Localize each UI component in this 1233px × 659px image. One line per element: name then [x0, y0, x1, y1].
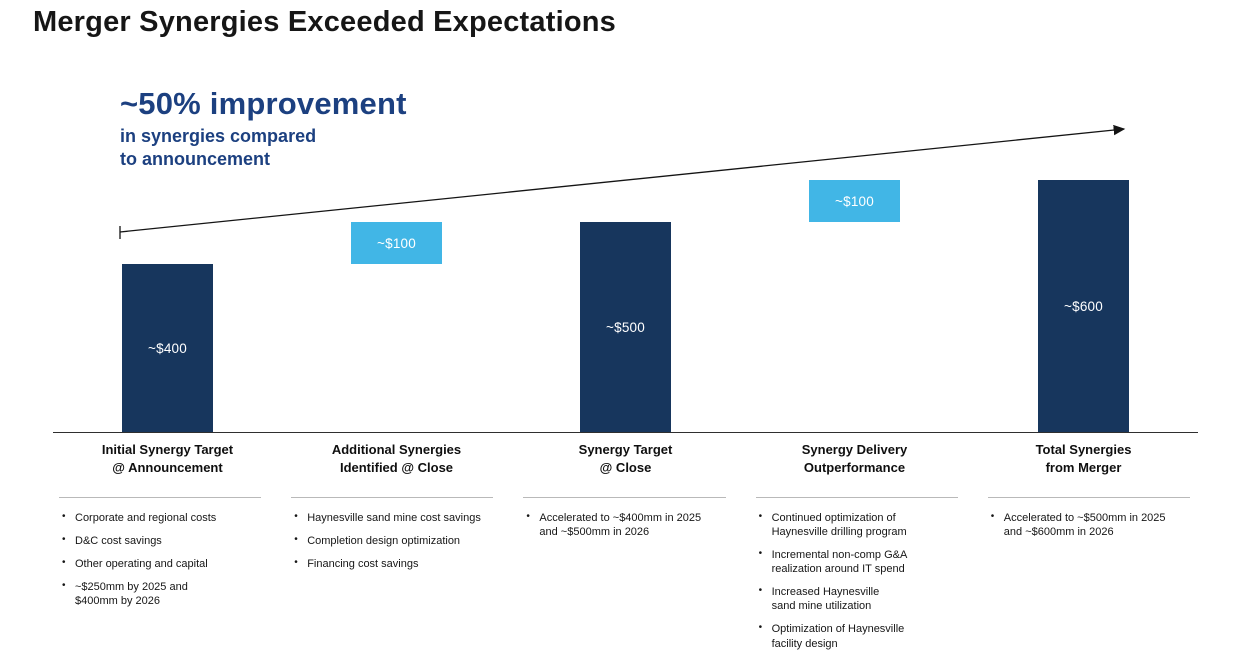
bullet-item: • ~$250mm by 2025 and $400mm by 2026 [59, 580, 261, 608]
detail-column-initial-target: • Corporate and regional costs • D&C cost … [53, 497, 269, 659]
bar-total-synergies: ~$600 [1038, 180, 1129, 432]
bullet-list: • Haynesville sand mine cost savings • Com… [291, 511, 493, 571]
detail-column-synergy-target-close: • Accelerated to ~$400mm in 2025 and ~$50… [517, 497, 733, 659]
bullet-item: • Incremental non-comp G&A realization ar… [756, 548, 958, 576]
bullet-item: • D&C cost savings [59, 534, 261, 548]
bullet-dot: • [62, 557, 66, 569]
bar-value-label: ~$100 [377, 235, 416, 251]
detail-column-total-synergies: • Accelerated to ~$500mm in 2025 and ~$60… [982, 497, 1198, 659]
bullet-item: • Corporate and regional costs [59, 511, 261, 525]
bullet-dot: • [758, 622, 763, 634]
category-labels-row: Initial Synergy Target @ Announcement Ad… [53, 441, 1198, 477]
column-divider [987, 497, 1190, 498]
bullet-dot: • [294, 511, 298, 522]
bar-value-label: ~$400 [148, 340, 187, 356]
bullet-dot: • [294, 534, 298, 546]
highlight-callout: ~50% improvement in synergies compared t… [120, 86, 407, 172]
bullet-item: • Accelerated to ~$400mm in 2025 and ~$50… [523, 511, 725, 539]
page-title: Merger Synergies Exceeded Expectations [33, 6, 617, 38]
detail-column-delivery-outperformance: • Continued optimization of Haynesville d… [750, 497, 966, 659]
bullet-item: • Continued optimization of Haynesville d… [756, 511, 958, 539]
chart-plot: ~$400 ~$100 ~$500 ~$100 ~$600 [53, 180, 1198, 433]
category-label: Initial Synergy Target @ Announcement [101, 442, 234, 476]
bullet-dot: • [758, 585, 763, 597]
bullet-dot: • [758, 548, 763, 560]
detail-column-additional-synergies: • Haynesville sand mine cost savings • Com… [285, 497, 501, 659]
bullet-dot: • [62, 534, 66, 546]
column-divider [291, 497, 494, 498]
bullet-item: • Optimization of Haynesville facility de… [756, 622, 958, 650]
bullet-item: • Financing cost savings [291, 557, 493, 571]
bullet-item: • Other operating and capital [59, 557, 261, 571]
highlight-headline: ~50% improvement [120, 86, 407, 121]
bar-value-label: ~$600 [1064, 298, 1103, 314]
bullet-list: • Accelerated to ~$400mm in 2025 and ~$50… [523, 511, 725, 539]
column-divider [755, 497, 958, 498]
bullet-dot: • [62, 511, 66, 522]
column-divider [59, 497, 262, 498]
bar-synergy-delivery-outperformance: ~$100 [809, 180, 900, 222]
highlight-subtext: in synergies compared to announcement [120, 126, 317, 170]
bar-value-label: ~$100 [835, 193, 874, 209]
bar-synergy-target-at-close: ~$500 [580, 222, 671, 432]
category-label: Synergy Target @ Close [578, 442, 673, 476]
bullet-dot: • [990, 511, 995, 522]
column-divider [523, 497, 726, 498]
bullet-dot: • [294, 557, 298, 569]
bullet-list: • Corporate and regional costs • D&C cost … [59, 511, 261, 608]
detail-columns-row: • Corporate and regional costs • D&C cost … [53, 497, 1198, 659]
category-label: Synergy Delivery Outperformance [801, 442, 908, 476]
bullet-dot: • [758, 511, 763, 522]
bullet-dot: • [526, 511, 530, 522]
bullet-dot: • [62, 580, 66, 592]
category-label: Additional Synergies Identified @ Close [331, 442, 462, 476]
bullet-item: • Completion design optimization [291, 534, 493, 548]
bar-value-label: ~$500 [606, 319, 645, 335]
category-label: Total Synergies from Merger [1035, 442, 1132, 476]
bar-initial-synergy-target: ~$400 [122, 264, 213, 432]
bullet-item: • Accelerated to ~$500mm in 2025 and ~$60… [988, 511, 1190, 539]
bar-additional-synergies: ~$100 [351, 222, 442, 264]
bullet-item: • Increased Haynesville sand mine utiliza… [756, 585, 958, 613]
bullet-list: • Continued optimization of Haynesville d… [756, 511, 958, 651]
bullet-list: • Accelerated to ~$500mm in 2025 and ~$60… [988, 511, 1190, 539]
bullet-item: • Haynesville sand mine cost savings [291, 511, 493, 525]
